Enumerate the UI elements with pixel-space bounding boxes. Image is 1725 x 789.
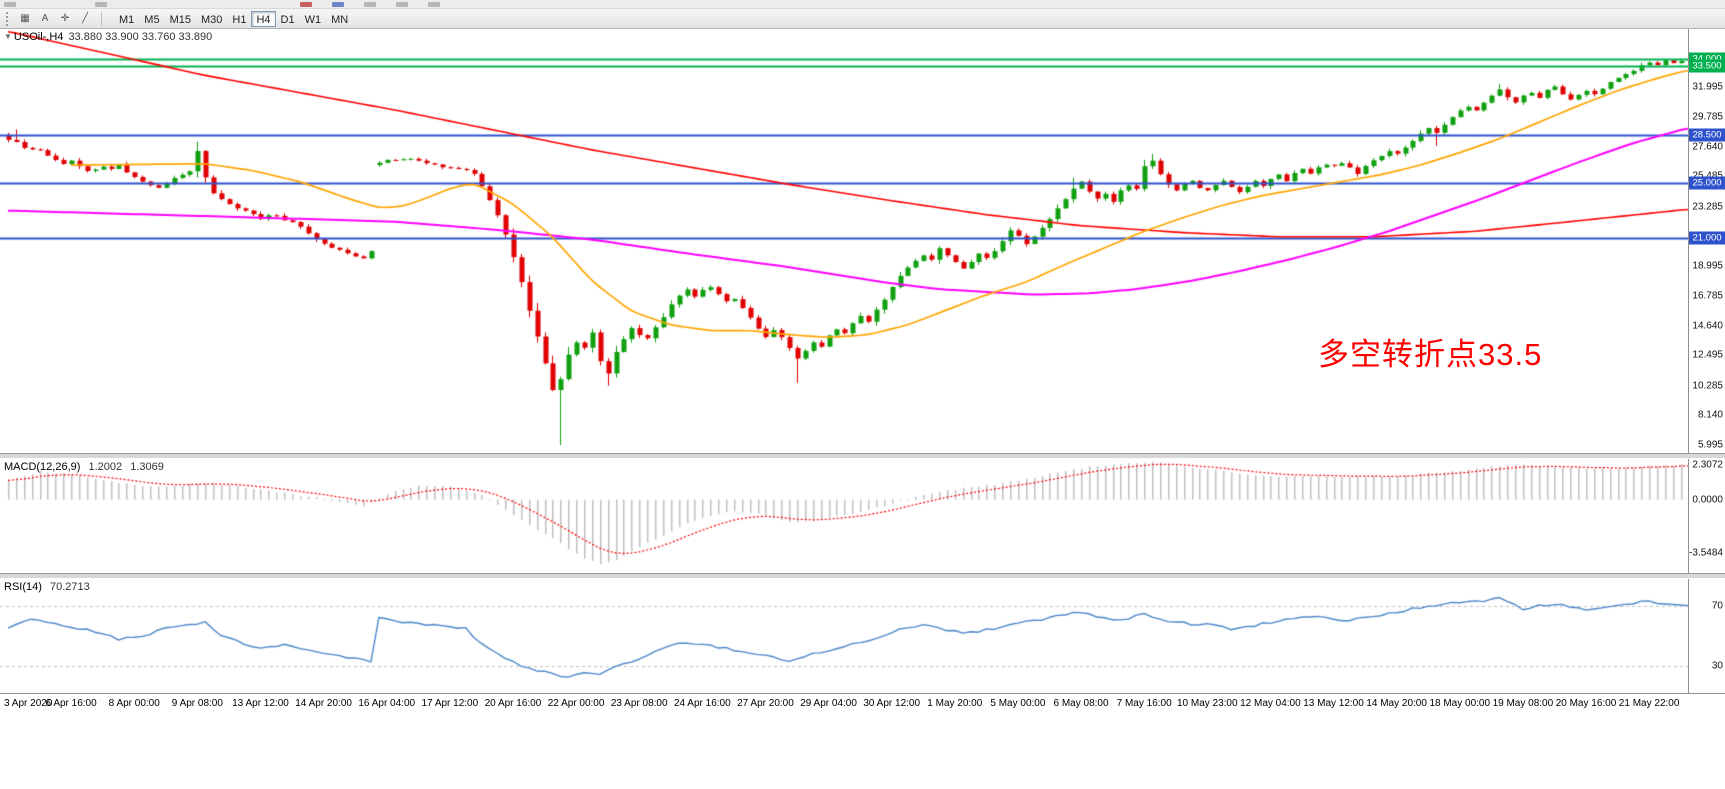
- rsi-panel: RSI(14) 70.2713 70 30: [0, 579, 1725, 693]
- time-axis-label: 8 Apr 00:00: [108, 698, 160, 709]
- price-level-badge: 25.000: [1689, 176, 1725, 190]
- timeframe-button-w1[interactable]: W1: [300, 11, 327, 27]
- time-axis-label: 23 Apr 08:00: [610, 698, 668, 709]
- macd-value-1: 1.2002: [88, 461, 123, 473]
- axis-tick-label: 18.995: [1692, 260, 1723, 272]
- timeframe-button-m30[interactable]: M30: [196, 11, 227, 27]
- macd-name: MACD(12,26,9): [4, 461, 81, 473]
- rsi-axis[interactable]: 70 30: [1688, 579, 1725, 693]
- axis-tick-label: 14.640: [1692, 320, 1723, 332]
- price-axis[interactable]: 34.14031.99529.78527.64025.48523.28521.1…: [1688, 29, 1725, 453]
- axis-tick-label: 2.3072: [1692, 459, 1723, 471]
- cropped-toolbar-icon[interactable]: [300, 2, 312, 7]
- cropped-toolbar-icon[interactable]: [332, 2, 344, 7]
- time-axis-label: 14 May 20:00: [1366, 698, 1427, 709]
- time-axis-label: 5 May 00:00: [990, 698, 1046, 709]
- time-axis-label: 18 May 00:00: [1429, 698, 1491, 709]
- cropped-toolbar-icon[interactable]: [364, 2, 376, 7]
- axis-tick-label: -3.5484: [1689, 547, 1723, 559]
- cropped-toolbar-row: [0, 0, 1725, 9]
- time-axis-label: 6 Apr 16:00: [45, 698, 97, 709]
- axis-tick-label: 70: [1711, 600, 1723, 612]
- chart-text-annotation: 多空转折点33.5: [1318, 337, 1543, 372]
- axis-tick-label: 25.485: [1692, 171, 1723, 182]
- axis-tick-label: 30: [1711, 660, 1723, 672]
- time-axis-label: 30 Apr 12:00: [863, 698, 921, 709]
- bottom-filler: [0, 715, 1725, 789]
- cropped-toolbar-icon[interactable]: [428, 2, 440, 7]
- axis-tick-label: 10.285: [1692, 380, 1723, 392]
- axis-tick-label: 31.995: [1692, 81, 1723, 93]
- timeframe-group: M1 M5 M15 M30 H1 H4 D1 W1 MN: [114, 10, 353, 27]
- timeframe-button-d1[interactable]: D1: [276, 11, 300, 27]
- panel-splitter[interactable]: [0, 573, 1725, 579]
- time-axis-label: 12 May 04:00: [1240, 698, 1301, 709]
- axis-tick-label: 5.995: [1697, 439, 1723, 451]
- chart-title: ▼ USOil-,H4 33.880 33.900 33.760 33.890: [4, 31, 212, 43]
- ohlc-values: 33.880 33.900 33.760 33.890: [68, 31, 213, 43]
- time-axis-label: 19 May 08:00: [1492, 698, 1554, 709]
- toolbar-grip[interactable]: [6, 11, 12, 26]
- cropped-toolbar-icon[interactable]: [4, 2, 16, 7]
- timeframe-button-h4[interactable]: H4: [251, 10, 276, 27]
- timeframe-button-m5[interactable]: M5: [139, 11, 164, 27]
- time-axis-label: 13 May 12:00: [1303, 698, 1364, 709]
- charts-toolbar: ▦ A ✛ ╱ M1 M5 M15 M30 H1 H4 D1 W1 MN: [0, 9, 1725, 29]
- rsi-value: 70.2713: [49, 581, 90, 593]
- price-level-badge: 28.500: [1689, 128, 1725, 142]
- time-axis-label: 1 May 20:00: [927, 698, 983, 709]
- timeframe-button-mn[interactable]: MN: [326, 11, 353, 27]
- time-axis-label: 17 Apr 12:00: [421, 698, 479, 709]
- time-axis-label: 27 Apr 20:00: [737, 698, 794, 709]
- panel-splitter[interactable]: [0, 453, 1725, 459]
- time-axis-label: 21 May 22:00: [1618, 698, 1680, 709]
- time-axis-label: 9 Apr 08:00: [171, 698, 223, 709]
- time-axis-label: 20 May 16:00: [1555, 698, 1617, 709]
- collapse-triangle-icon[interactable]: ▼: [4, 32, 12, 41]
- axis-tick-label: 23.285: [1692, 201, 1723, 213]
- rsi-header: RSI(14) 70.2713: [4, 581, 90, 593]
- macd-canvas[interactable]: [0, 459, 1689, 573]
- time-axis-label: 3 Apr 2020: [4, 698, 53, 709]
- time-axis-label: 16 Apr 04:00: [358, 698, 416, 709]
- rsi-name: RSI(14): [4, 581, 42, 593]
- price-level-badge: 33.500: [1689, 59, 1725, 73]
- time-axis-label: 24 Apr 16:00: [673, 698, 731, 709]
- axis-tick-label: 12.495: [1692, 349, 1723, 361]
- time-axis-label: 13 Apr 12:00: [232, 698, 289, 709]
- time-axis-label: 6 May 08:00: [1053, 698, 1109, 709]
- main-chart-panel: ▼ USOil-,H4 33.880 33.900 33.760 33.890 多空…: [0, 29, 1725, 453]
- axis-tick-label: 0.0000: [1692, 494, 1723, 505]
- timeframe-button-m1[interactable]: M1: [114, 11, 139, 27]
- macd-value-2: 1.3069: [130, 461, 164, 473]
- macd-header: MACD(12,26,9) 1.2002 1.3069: [4, 461, 164, 473]
- time-axis-label: 22 Apr 00:00: [547, 698, 605, 709]
- time-axis-label: 10 May 23:00: [1176, 698, 1238, 709]
- macd-axis[interactable]: 2.3072 0.0000 -3.5484: [1688, 459, 1725, 573]
- axis-tick-label: 27.640: [1692, 141, 1723, 153]
- timeframe-button-h1[interactable]: H1: [227, 11, 251, 27]
- main-chart-canvas[interactable]: [0, 29, 1689, 453]
- crosshair-icon[interactable]: ✛: [60, 13, 70, 24]
- axis-tick-label: 8.140: [1697, 409, 1723, 421]
- timeframe-button-m15[interactable]: M15: [165, 11, 196, 27]
- chart-window-icon[interactable]: ▦: [20, 13, 30, 24]
- time-axis-label: 7 May 16:00: [1116, 698, 1172, 709]
- text-tool-icon[interactable]: A: [41, 13, 49, 24]
- cropped-toolbar-icon[interactable]: [95, 2, 107, 7]
- cropped-toolbar-icon[interactable]: [396, 2, 408, 7]
- time-axis-label: 14 Apr 20:00: [295, 698, 352, 709]
- draw-tools-icon[interactable]: ╱: [81, 13, 89, 24]
- price-level-badge: 21.000: [1689, 231, 1725, 245]
- time-axis-label: 29 Apr 04:00: [800, 698, 857, 709]
- time-axis[interactable]: 3 Apr 2020 6 Apr 16:00 8 Apr 00:00 9 Apr 08…: [0, 693, 1725, 715]
- toolbar-separator: [101, 11, 102, 26]
- rsi-canvas[interactable]: [0, 579, 1689, 693]
- macd-panel: MACD(12,26,9) 1.2002 1.3069 2.3072 0.0000…: [0, 459, 1725, 573]
- time-axis-label: 20 Apr 16:00: [484, 698, 542, 709]
- axis-tick-label: 16.785: [1692, 290, 1723, 302]
- axis-tick-label: 29.785: [1692, 111, 1723, 123]
- symbol-period-label: USOil-,H4: [13, 31, 64, 43]
